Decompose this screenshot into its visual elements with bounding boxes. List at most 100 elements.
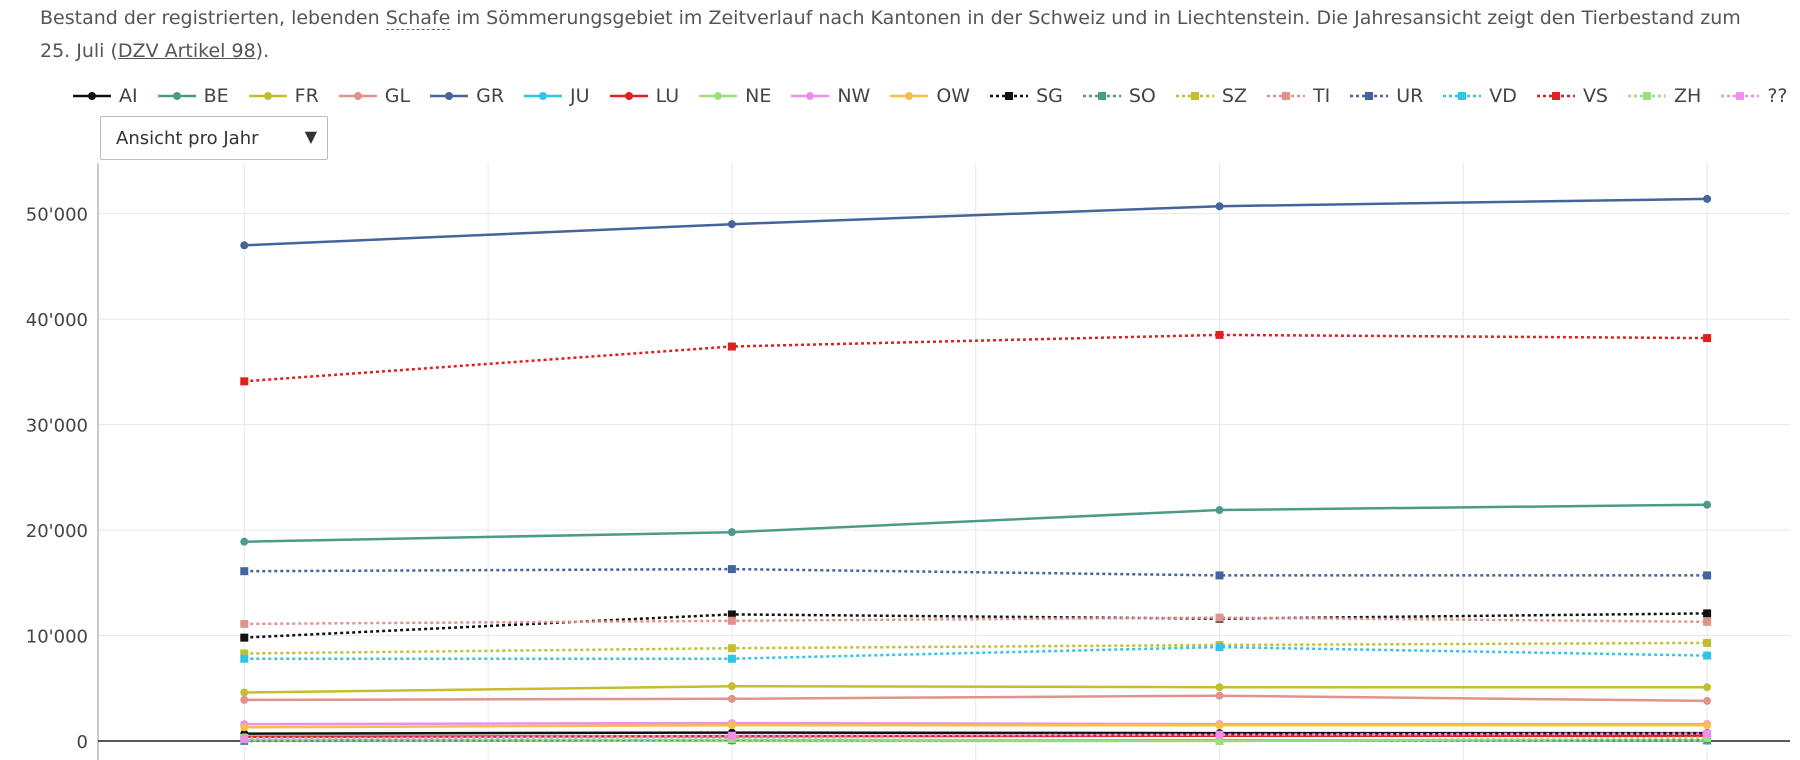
legend-item-be[interactable]: BE <box>157 85 229 107</box>
data-point-sz <box>240 649 249 658</box>
data-point-vd <box>240 654 249 663</box>
legend-label-gl: GL <box>384 85 411 107</box>
data-point-fr <box>240 688 249 697</box>
legend-swatch-vd <box>1443 92 1482 100</box>
series-line-fr <box>244 684 1708 694</box>
data-point-unknown <box>240 734 249 743</box>
legend-item-ju[interactable]: JU <box>523 85 590 107</box>
legend-label-ur: UR <box>1396 85 1424 107</box>
data-point-ti <box>240 619 249 628</box>
legend-item-ur[interactable]: UR <box>1349 85 1423 107</box>
legend-swatch-ur <box>1350 92 1389 100</box>
dzv-article-link[interactable]: DZV Artikel 98 <box>117 40 256 62</box>
legend-item-ne[interactable]: NE <box>698 85 771 107</box>
legend-item-gl[interactable]: GL <box>338 85 410 107</box>
legend-label-ai: AI <box>119 85 138 107</box>
legend-label-vs: VS <box>1582 85 1608 107</box>
y-tick-label: 20'000 <box>26 521 88 542</box>
data-point-vd <box>1703 651 1712 660</box>
data-point-be <box>1703 500 1712 509</box>
data-point-fr <box>727 682 736 691</box>
legend-item-fr[interactable]: FR <box>248 85 319 107</box>
view-select-dropdown[interactable]: Ansicht pro Jahr ▼ <box>100 116 328 160</box>
data-point-gl <box>240 695 249 704</box>
legend-item-zh[interactable]: ZH <box>1627 85 1701 107</box>
data-point-gl <box>1703 696 1712 705</box>
legend-label-ne: NE <box>745 85 772 107</box>
data-point-gr <box>727 220 736 229</box>
data-point-gr <box>240 241 249 250</box>
legend-label-ow: OW <box>936 85 971 107</box>
legend-item-ai[interactable]: AI <box>72 85 138 107</box>
line-chart: 0 10'000 20'000 30'000 40'000 50'000 <box>26 163 1790 760</box>
data-point-vs <box>727 342 736 351</box>
y-tick-label: 0 <box>77 732 88 753</box>
data-point-fr <box>1215 683 1224 692</box>
caption-text-middle: im Sömmerungsgebiet im Zeitverlauf nach … <box>40 7 1741 62</box>
legend-item-unknown[interactable]: ?? <box>1720 85 1787 107</box>
legend-item-vs[interactable]: VS <box>1536 85 1608 107</box>
legend-label-so: SO <box>1128 85 1156 107</box>
y-tick-label: 50'000 <box>26 205 88 226</box>
legend-item-nw[interactable]: NW <box>790 85 870 107</box>
chart-legend: AI BE FR GL GR JU LU NE NW OW SG SO SZ TI UR VD VS ZH?? <box>72 80 1800 112</box>
legend-swatch-ju <box>524 92 563 100</box>
legend-item-ow[interactable]: OW <box>889 85 970 107</box>
series-line-gr <box>244 197 1708 247</box>
data-point-vd <box>1215 643 1224 652</box>
series-line-sz <box>244 641 1708 655</box>
data-point-ow <box>240 723 249 732</box>
data-point-ur <box>1703 571 1712 580</box>
legend-swatch-vs <box>1536 92 1575 100</box>
data-point-ti <box>1703 617 1712 626</box>
legend-swatch-gl <box>338 92 377 100</box>
view-select-value: Ansicht pro Jahr <box>116 127 259 149</box>
series-line-be <box>244 503 1708 543</box>
legend-swatch-ti <box>1266 92 1305 100</box>
legend-swatch-sg <box>990 92 1029 100</box>
data-point-be <box>727 528 736 537</box>
data-point-be <box>1215 506 1224 515</box>
legend-label-sg: SG <box>1036 85 1063 107</box>
data-point-zh <box>1215 737 1224 746</box>
data-point-be <box>240 537 249 546</box>
legend-item-sg[interactable]: SG <box>989 85 1063 107</box>
legend-item-vd[interactable]: VD <box>1442 85 1517 107</box>
glossary-term-schafe[interactable]: Schafe <box>385 7 451 30</box>
data-point-gl <box>1215 691 1224 700</box>
data-point-ur <box>727 565 736 574</box>
legend-item-ti[interactable]: TI <box>1266 85 1330 107</box>
legend-swatch-zh <box>1628 92 1666 100</box>
legend-label-zh: ZH <box>1674 85 1702 107</box>
legend-swatch-lu <box>609 92 648 100</box>
data-point-ur <box>240 567 249 576</box>
legend-label-vd: VD <box>1489 85 1517 107</box>
legend-item-gr[interactable]: GR <box>429 85 504 107</box>
legend-label-nw: NW <box>837 85 871 107</box>
series-line-zh <box>244 736 1708 743</box>
data-point-gr <box>1703 194 1712 203</box>
data-point-ti <box>1215 613 1224 622</box>
legend-item-sz[interactable]: SZ <box>1175 85 1247 107</box>
legend-swatch-fr <box>248 92 287 100</box>
series-line-vs <box>244 333 1708 383</box>
legend-swatch-be <box>157 92 196 100</box>
data-point-zh <box>1703 733 1712 742</box>
data-point-sg <box>727 610 736 619</box>
series-line-gl <box>244 694 1708 703</box>
y-tick-label: 30'000 <box>26 416 88 437</box>
legend-item-lu[interactable]: LU <box>609 85 679 107</box>
series-line-ur <box>244 567 1708 577</box>
data-point-vs <box>1703 334 1712 343</box>
series-line-ow <box>244 723 1708 729</box>
data-point-ur <box>1215 571 1224 580</box>
legend-item-so[interactable]: SO <box>1082 85 1156 107</box>
series-line-nw <box>244 721 1708 726</box>
legend-swatch-gr <box>430 92 469 100</box>
data-point-sg <box>240 633 249 642</box>
chart-caption: Bestand der registrierten, lebenden Scha… <box>40 2 1760 68</box>
data-point-unknown <box>727 731 736 740</box>
legend-label-gr: GR <box>476 85 505 107</box>
data-point-unknown <box>1703 729 1712 738</box>
legend-label-be: BE <box>203 85 229 107</box>
